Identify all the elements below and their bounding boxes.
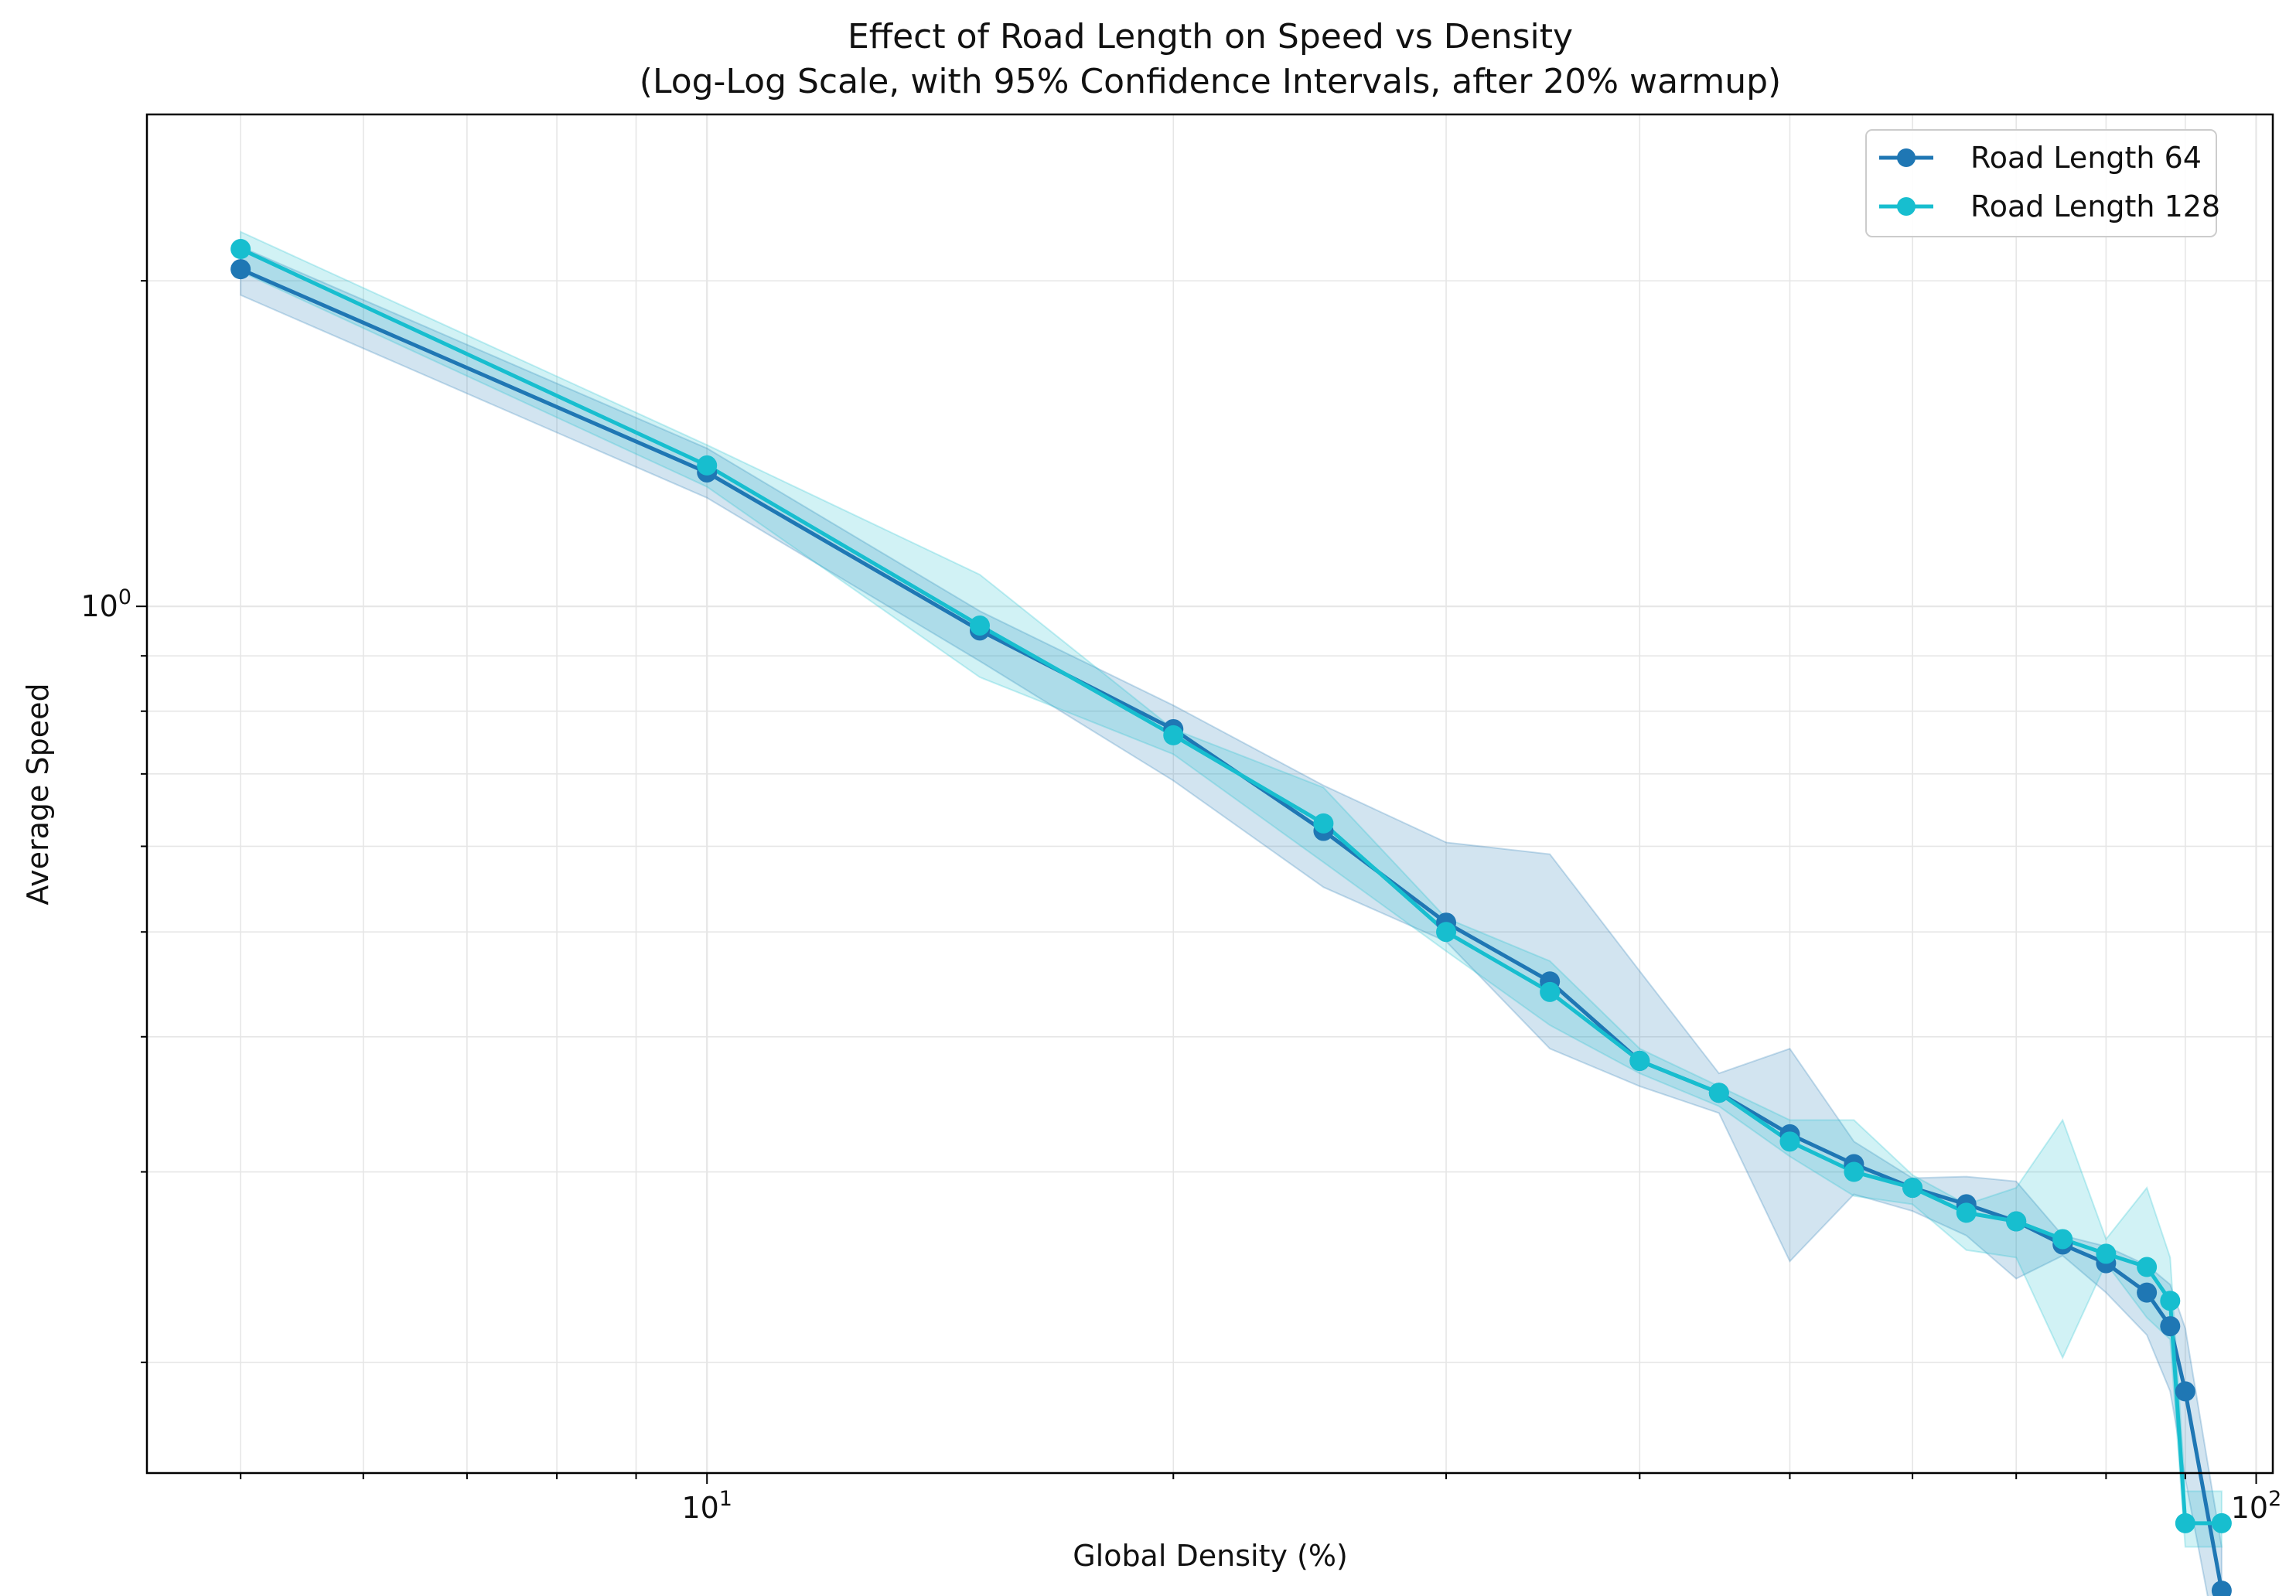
- x-tick-label: 101: [681, 1487, 732, 1525]
- point-series-1: [2160, 1291, 2181, 1311]
- point-series-0: [2137, 1282, 2158, 1303]
- point-series-1: [1902, 1178, 1923, 1199]
- grid: [147, 114, 2273, 1473]
- legend-marker-64: [1897, 148, 1916, 167]
- point-series-1: [2006, 1211, 2027, 1232]
- plot-frame: [145, 113, 2274, 1475]
- point-series-0: [230, 259, 251, 280]
- chart-title: Effect of Road Length on Speed vs Densit…: [848, 17, 1573, 56]
- x-tick-label: 102: [2231, 1487, 2282, 1525]
- legend-marker-128: [1897, 197, 1916, 216]
- point-series-1: [2211, 1512, 2232, 1533]
- legend: Road Length 64 Road Length 128: [1865, 129, 2220, 237]
- point-series-1: [230, 239, 251, 260]
- point-series-1: [1708, 1083, 1729, 1103]
- point-series-1: [1540, 981, 1561, 1002]
- point-series-1: [2137, 1257, 2158, 1277]
- point-series-1: [2052, 1229, 2073, 1250]
- point-series-1: [1436, 922, 1457, 943]
- point-series-0: [2211, 1581, 2232, 1596]
- point-series-1: [1844, 1161, 1864, 1182]
- ci-band-series-1: [240, 230, 2223, 1548]
- point-series-1: [1163, 725, 1184, 745]
- legend-label-64: Road Length 64: [1970, 141, 2202, 175]
- series-markers: [230, 239, 2232, 1596]
- point-series-0: [2175, 1381, 2195, 1402]
- point-series-1: [1779, 1131, 1800, 1152]
- chart-subtitle: (Log-Log Scale, with 95% Confidence Inte…: [640, 62, 1781, 101]
- point-series-1: [1629, 1050, 1650, 1071]
- y-tick-label: 100: [80, 585, 131, 623]
- legend-box: [1865, 129, 2217, 237]
- point-series-0: [2160, 1316, 2181, 1337]
- x-axis-label: Global Density (%): [1073, 1539, 1348, 1573]
- point-series-1: [2175, 1512, 2195, 1533]
- axis-ticks: 101 102 100: [80, 280, 2282, 1525]
- point-series-1: [697, 455, 718, 476]
- y-axis-label: Average Speed: [21, 683, 55, 905]
- point-series-1: [1313, 813, 1334, 834]
- point-series-1: [969, 615, 990, 636]
- plot-area: [147, 114, 2273, 1473]
- point-series-1: [2096, 1243, 2117, 1264]
- point-series-1: [1956, 1202, 1977, 1223]
- ci-band-series-0: [240, 245, 2223, 1596]
- confidence-bands: [240, 230, 2223, 1596]
- legend-label-128: Road Length 128: [1970, 189, 2220, 223]
